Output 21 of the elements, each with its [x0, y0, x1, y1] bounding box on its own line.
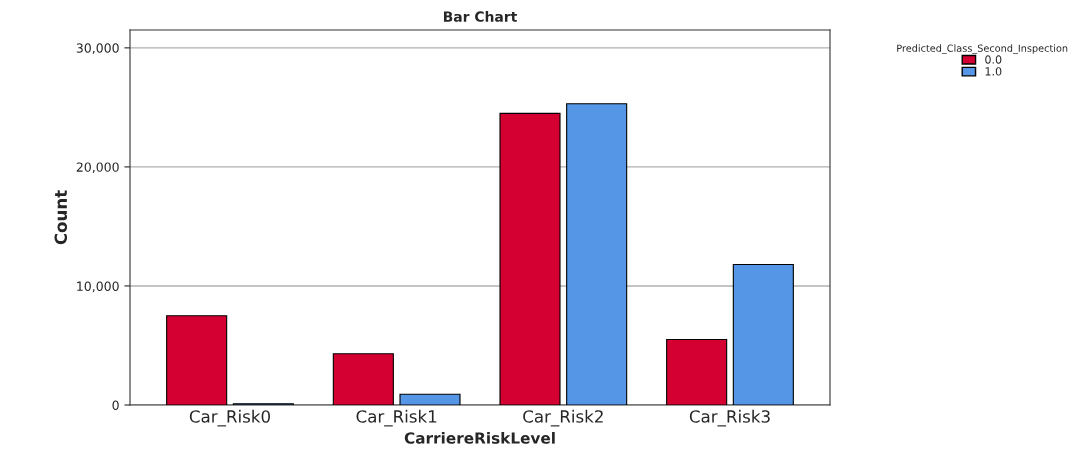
legend-label: 0.0 [985, 55, 1002, 64]
bar [732, 263, 794, 405]
x-tick-label: Car_Risk0 [189, 409, 270, 427]
y-tick-label: 0 [112, 400, 119, 410]
y-tick-label: 20,000 [76, 162, 119, 174]
bar [399, 393, 461, 405]
bar [332, 353, 394, 405]
y-axis-title: Count [54, 190, 68, 245]
y-tick-label: 30,000 [76, 43, 119, 55]
x-tick-label: Car_Risk1 [356, 409, 437, 427]
bar [666, 338, 728, 405]
chart-title: Bar Chart [443, 11, 517, 22]
x-tick-label: Car_Risk3 [689, 409, 770, 427]
bar [566, 103, 628, 405]
y-tick-label: 10,000 [77, 281, 119, 293]
bar [166, 315, 228, 405]
x-tick-label: Car_Risk2 [523, 409, 603, 427]
legend-title: Predicted_Class_Second_Inspection [897, 44, 1068, 55]
legend-label: 1.0 [985, 67, 1002, 76]
x-axis-title: CarriereRiskLevel [404, 432, 555, 444]
bar [499, 112, 561, 405]
